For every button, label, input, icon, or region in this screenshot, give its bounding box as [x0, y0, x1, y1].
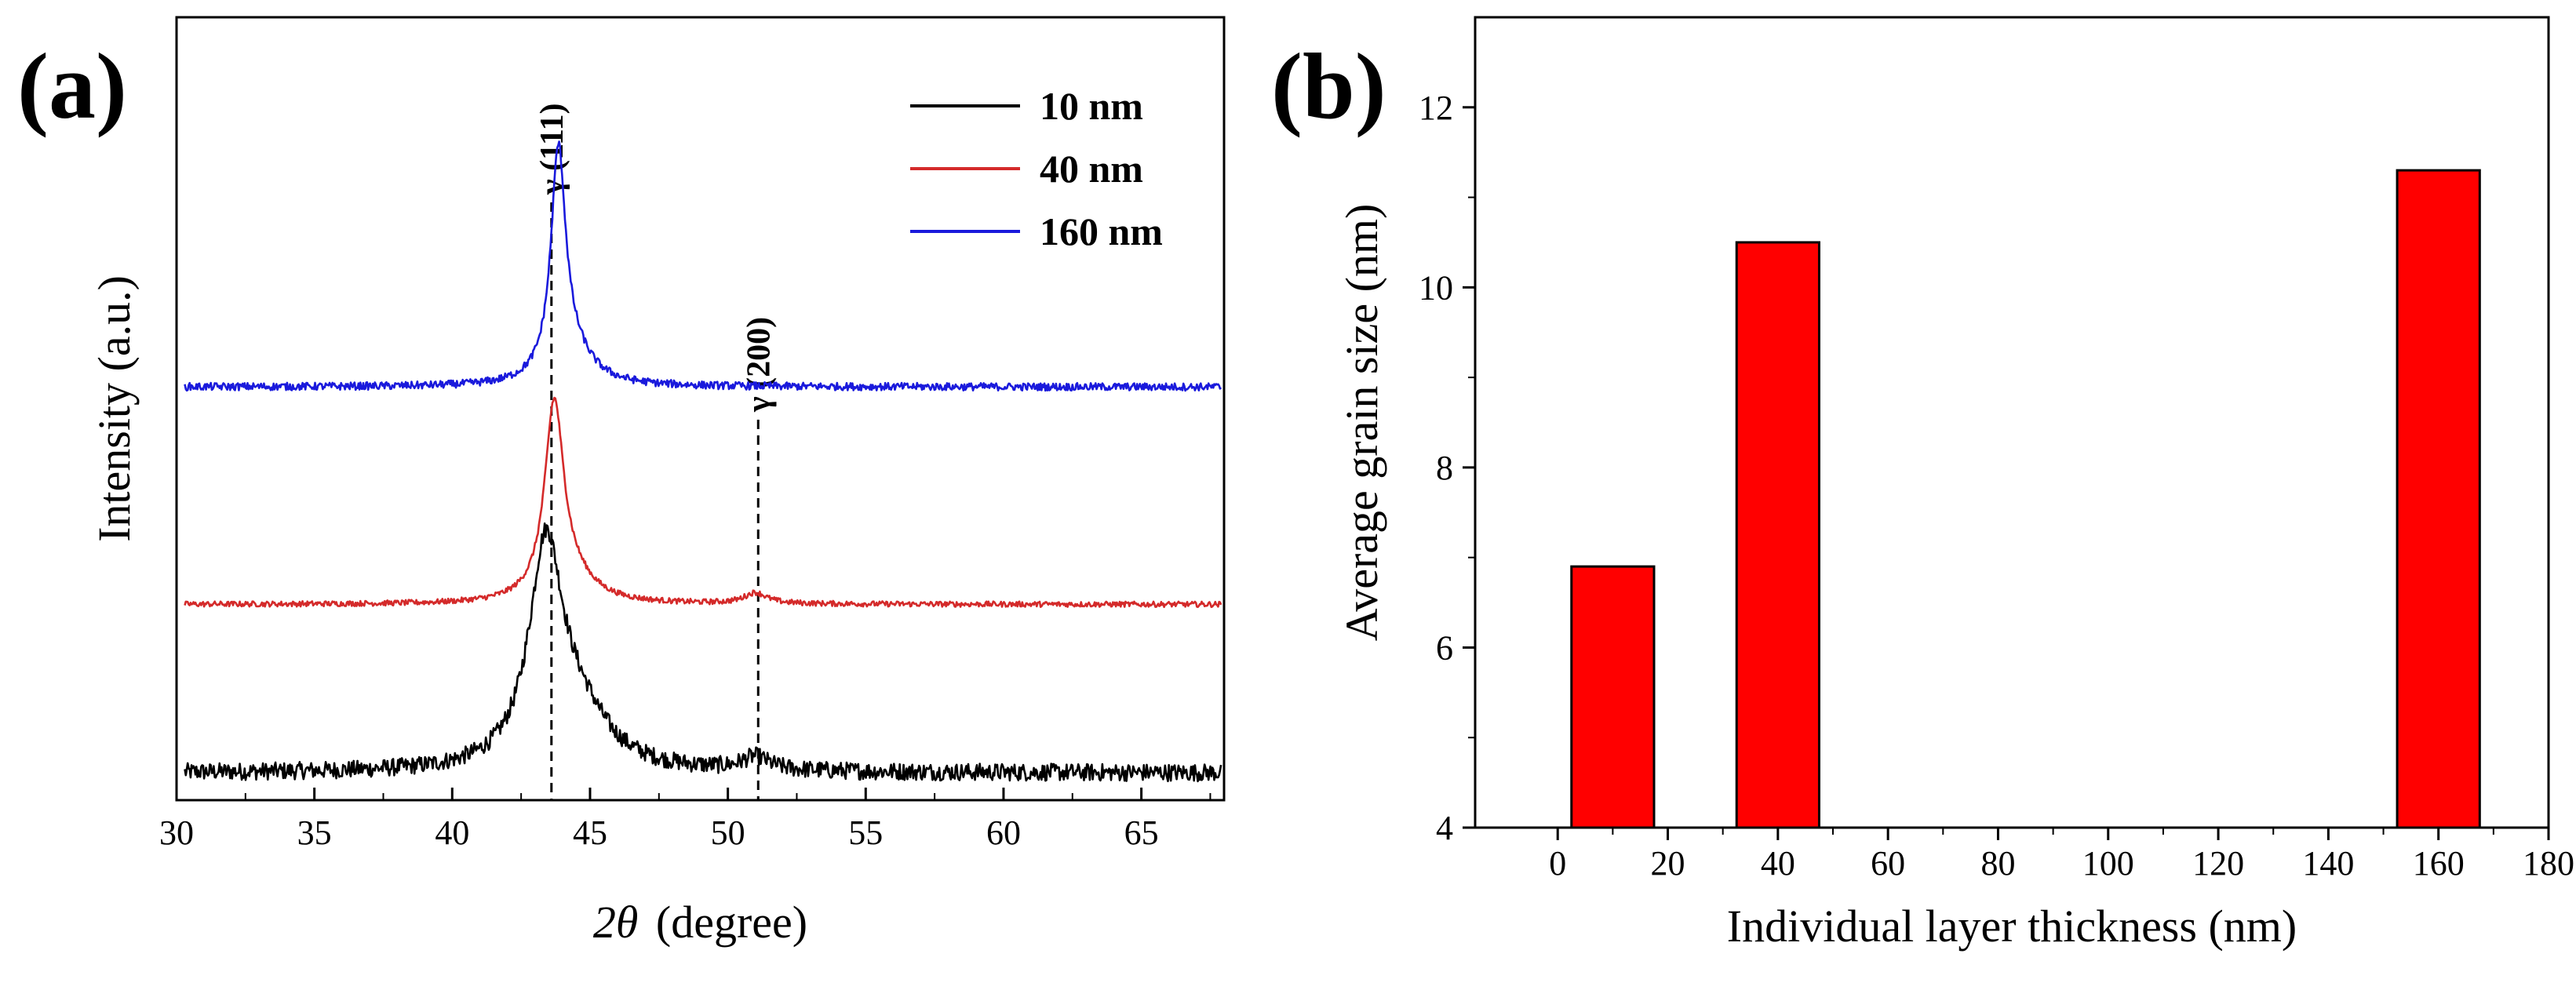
x-tick-label: 0 — [1549, 844, 1566, 883]
x-tick-label: 140 — [2302, 844, 2354, 883]
legend-label: 40 nm — [1040, 147, 1143, 191]
y-tick-label: 8 — [1436, 449, 1453, 487]
panel-b-grain-size-chart: (b) 0 20 40 60 80 100 120 140 160 180 4 6 8 10 12 Ave… — [1271, 16, 2574, 952]
x-tick-label: 35 — [297, 813, 332, 852]
bar-10-nm — [1570, 565, 1656, 829]
panel-a-x-axis-title: 2θ (degree) — [593, 897, 807, 948]
legend-label: 10 nm — [1040, 84, 1143, 128]
bar-160-nm — [2396, 169, 2481, 829]
panel-a-xrd-plot: (a) 30 35 40 45 50 55 60 65 γ (111) γ (200) 10 n… — [17, 16, 1226, 948]
panel-b-plot-frame — [1474, 16, 2550, 829]
panel-a-x-ticks: 30 35 40 45 50 55 60 65 — [159, 788, 1211, 852]
x-tick-label: 65 — [1124, 813, 1159, 852]
bar-40-nm — [1735, 241, 1820, 829]
reference-line-label: γ (111) — [534, 104, 570, 195]
y-tick-label: 6 — [1436, 628, 1453, 667]
panel-a-reference-lines: γ (111) γ (200) — [534, 104, 777, 800]
y-tick-label: 4 — [1436, 809, 1453, 847]
x-tick-label: 80 — [1980, 844, 2015, 883]
reference-line-label: γ (200) — [741, 317, 777, 413]
x-tick-label: 60 — [1871, 844, 1905, 883]
x-tick-label: 60 — [986, 813, 1021, 852]
panel-b-y-axis-title: Average grain size (nm) — [1336, 204, 1387, 642]
series-line-10-nm — [184, 522, 1222, 783]
panel-a-y-axis-title: Intensity (a.u.) — [89, 275, 140, 542]
panel-b-x-axis-title: Individual layer thickness (nm) — [1727, 901, 2297, 952]
panel-b-label: (b) — [1271, 34, 1386, 138]
panel-a-x-axis-symbol: 2θ — [593, 897, 639, 948]
series-line-40-nm — [184, 396, 1222, 609]
x-tick-label: 100 — [2082, 844, 2134, 883]
panel-a-legend: 10 nm 40 nm 160 nm — [910, 84, 1163, 253]
x-tick-label: 40 — [1761, 844, 1795, 883]
series-line-160-nm — [184, 140, 1222, 392]
x-tick-label: 160 — [2413, 844, 2465, 883]
y-tick-label: 12 — [1419, 89, 1453, 127]
panel-b-y-ticks: 4 6 8 10 12 — [1419, 89, 1475, 847]
panel-a-x-axis-unit: (degree) — [656, 897, 807, 948]
x-tick-label: 180 — [2523, 844, 2574, 883]
y-tick-label: 10 — [1419, 268, 1453, 307]
panel-a-series — [184, 140, 1222, 783]
x-tick-label: 50 — [711, 813, 745, 852]
x-tick-label: 120 — [2192, 844, 2244, 883]
legend-label: 160 nm — [1040, 209, 1163, 253]
panel-a-label: (a) — [17, 34, 127, 138]
panel-b-x-ticks: 0 20 40 60 80 100 120 140 160 180 — [1549, 828, 2574, 883]
x-tick-label: 40 — [435, 813, 469, 852]
x-tick-label: 30 — [159, 813, 194, 852]
x-tick-label: 55 — [848, 813, 883, 852]
panel-b-bars — [1570, 169, 2481, 829]
panel-a-plot-frame — [175, 16, 1226, 802]
x-tick-label: 20 — [1651, 844, 1685, 883]
x-tick-label: 45 — [573, 813, 607, 852]
